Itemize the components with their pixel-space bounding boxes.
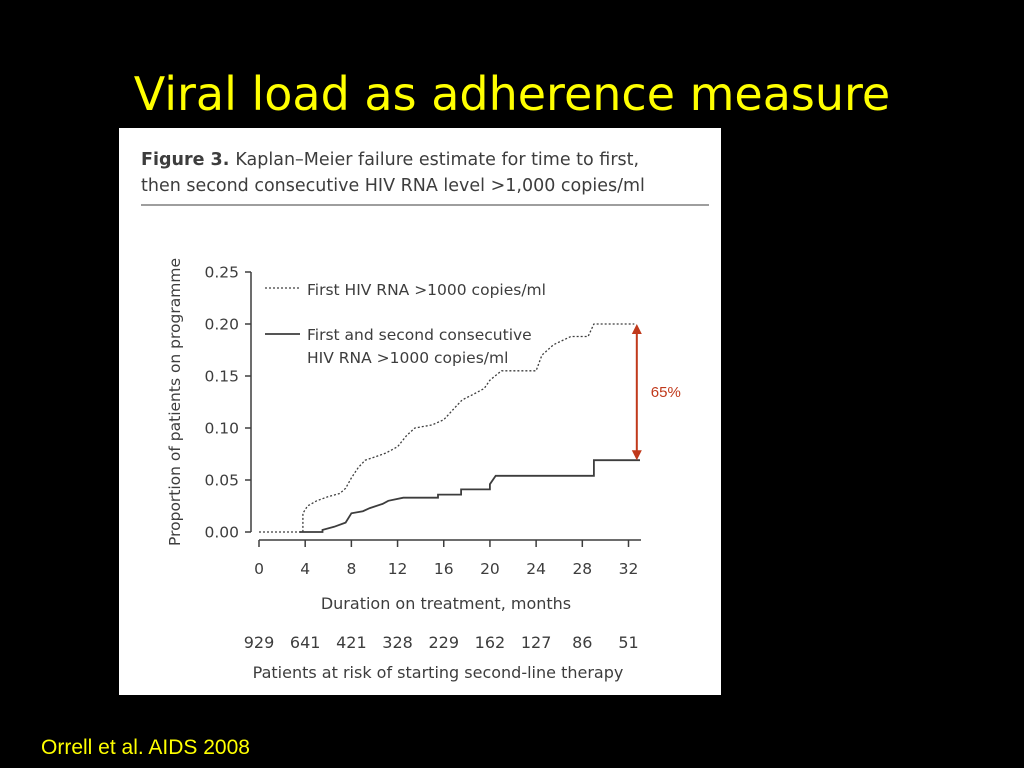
risk-table-value: 86 xyxy=(572,633,592,652)
y-tick-label: 0.00 xyxy=(204,524,239,542)
x-tick-label: 12 xyxy=(388,560,408,578)
x-tick-label: 16 xyxy=(434,560,454,578)
figure-caption-line1: Figure 3. Kaplan–Meier failure estimate f… xyxy=(141,150,639,170)
risk-table-value: 51 xyxy=(618,633,638,652)
kaplan-meier-chart: Figure 3. Kaplan–Meier failure estimate f… xyxy=(141,150,709,682)
annotation-label: 65% xyxy=(651,384,681,401)
x-tick-label: 32 xyxy=(619,560,639,578)
y-axis-label: Proportion of patients on programme xyxy=(166,258,184,546)
figure-caption-label: Figure 3. xyxy=(141,150,229,170)
risk-table-value: 641 xyxy=(290,633,321,652)
legend-label-second-line1: First and second consecutive xyxy=(307,326,532,344)
x-tick-label: 24 xyxy=(526,560,546,578)
annotation-arrow-head-down xyxy=(631,450,642,461)
risk-table-value: 127 xyxy=(521,633,552,652)
risk-table-value: 229 xyxy=(428,633,459,652)
y-tick-label: 0.25 xyxy=(204,264,239,282)
annotation-arrow-head-up xyxy=(631,324,642,334)
risk-table-value: 328 xyxy=(382,633,413,652)
citation: Orrell et al. AIDS 2008 xyxy=(41,736,250,759)
x-tick-label: 4 xyxy=(300,560,310,578)
x-tick-label: 0 xyxy=(254,560,264,578)
risk-table-value: 162 xyxy=(475,633,506,652)
figure-panel: Figure 3. Kaplan–Meier failure estimate f… xyxy=(119,128,721,695)
risk-table-value: 421 xyxy=(336,633,367,652)
y-tick-label: 0.20 xyxy=(204,316,239,334)
series-layer xyxy=(259,323,640,533)
x-tick-label: 8 xyxy=(346,560,356,578)
legend-label-second-line2: HIV RNA >1000 copies/ml xyxy=(307,349,508,367)
risk-table-value: 929 xyxy=(244,633,275,652)
x-tick-label: 28 xyxy=(572,560,592,578)
series-consecutive-rna-line xyxy=(299,459,640,533)
risk-table-label: Patients at risk of starting second-line… xyxy=(253,663,624,682)
figure-caption-text: Kaplan–Meier failure estimate for time t… xyxy=(235,150,639,170)
axes: 0.00 0.05 0.10 0.15 0.20 0.25 0 4 8 12 16 20 24 28 32 xyxy=(204,264,641,578)
figure-caption-line2: then second consecutive HIV RNA level >1… xyxy=(141,176,645,196)
x-tick-label: 20 xyxy=(480,560,500,578)
risk-table: 929 641 421 328 229 162 127 86 51 xyxy=(244,633,639,652)
y-tick-label: 0.10 xyxy=(204,420,239,438)
x-axis-label: Duration on treatment, months xyxy=(321,594,571,613)
y-tick-label: 0.15 xyxy=(204,368,239,386)
annotation-layer: 65% xyxy=(631,324,681,461)
series-first-rna-line xyxy=(259,323,635,533)
legend-label-first: First HIV RNA >1000 copies/ml xyxy=(307,281,546,299)
y-tick-label: 0.05 xyxy=(204,472,239,490)
slide-title: Viral load as adherence measure xyxy=(133,67,891,121)
